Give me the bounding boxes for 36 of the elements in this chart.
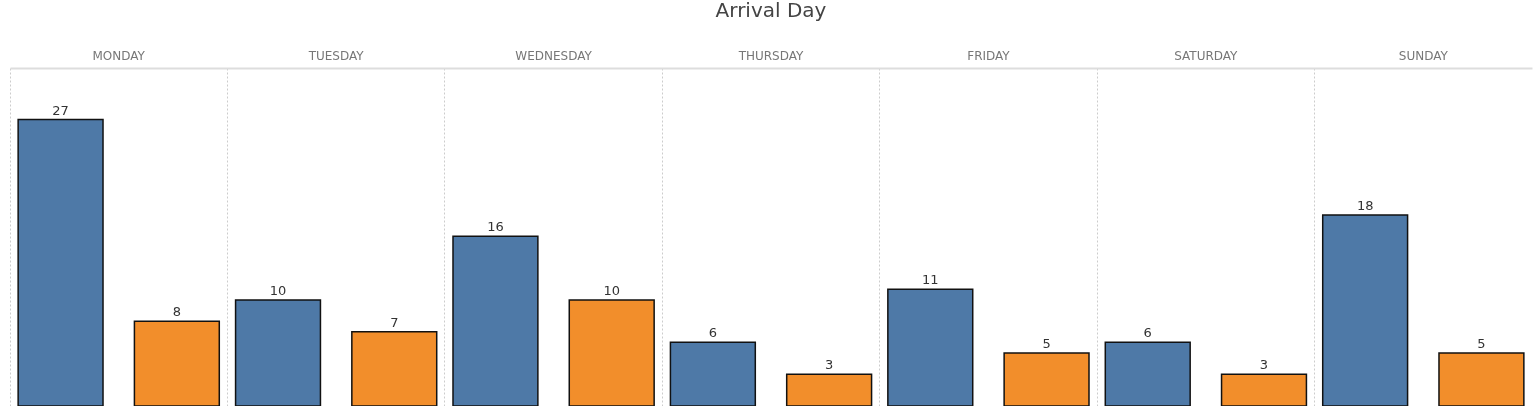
x-tick-label: THURSDAY (737, 48, 805, 63)
data-label: 6 (1143, 325, 1152, 341)
data-label: 3 (825, 357, 834, 373)
bar (351, 330, 438, 406)
data-label: 7 (390, 314, 399, 330)
bar (785, 373, 873, 406)
bar (568, 299, 655, 406)
bar (1438, 352, 1525, 406)
chart-title: Arrival Day (715, 0, 827, 22)
bar (1321, 214, 1409, 406)
x-tick-label: FRIDAY (967, 48, 1011, 63)
data-label: 10 (603, 282, 620, 298)
bar (1104, 341, 1191, 406)
bar (133, 320, 221, 406)
data-label: 10 (269, 282, 287, 298)
bar (1003, 352, 1090, 406)
data-label: 5 (1477, 335, 1486, 351)
bar (1220, 373, 1308, 406)
bar (17, 118, 104, 406)
x-tick-label: MONDAY (92, 48, 146, 63)
data-label: 18 (1356, 198, 1374, 214)
bar (234, 299, 322, 406)
data-label: 3 (1259, 357, 1269, 373)
data-label: 11 (922, 272, 939, 288)
bar (887, 288, 974, 406)
data-label: 5 (1042, 335, 1051, 351)
data-label: 8 (172, 304, 181, 320)
bar (452, 235, 539, 406)
data-label: 16 (487, 219, 504, 235)
x-tick-label: SATURDAY (1174, 48, 1239, 63)
data-label: 6 (708, 325, 717, 341)
x-tick-label: TUESDAY (307, 48, 365, 63)
bar (669, 341, 757, 406)
x-tick-label: WEDNESDAY (515, 48, 593, 63)
data-label: 27 (52, 102, 69, 118)
x-tick-label: SUNDAY (1398, 48, 1449, 63)
